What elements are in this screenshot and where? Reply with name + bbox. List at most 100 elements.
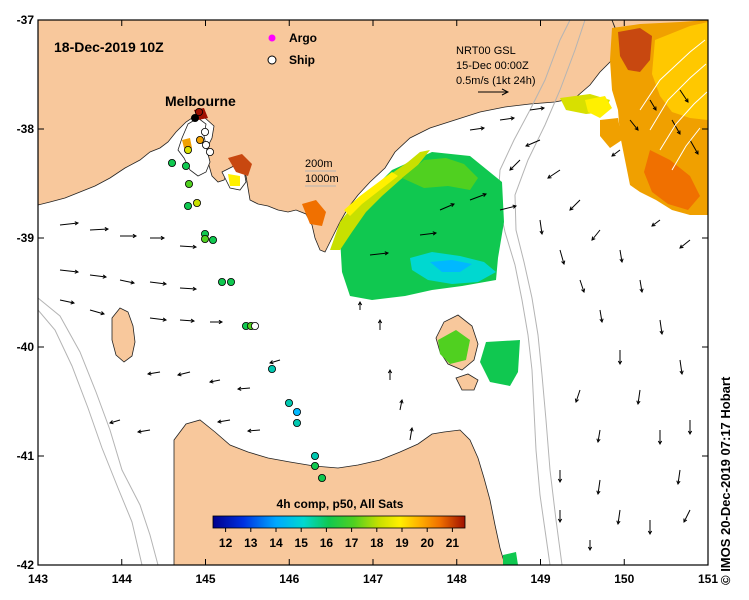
x-tick-label: 148	[447, 572, 467, 586]
argo-legend-label: Argo	[289, 31, 317, 45]
y-tick-label: -39	[17, 231, 35, 245]
x-tick-label: 146	[279, 572, 299, 586]
observation-point	[194, 108, 203, 117]
current-vector-head	[387, 368, 393, 374]
current-vector	[89, 274, 107, 278]
current-vector-head	[246, 428, 252, 433]
observation-point	[195, 135, 204, 144]
colorbar-tick-label: 14	[269, 536, 283, 550]
observation-point	[310, 451, 319, 460]
observation-point	[184, 179, 193, 188]
observation-point	[167, 158, 176, 167]
y-tick-label: -42	[17, 558, 35, 572]
observation-point	[200, 127, 209, 136]
observation-point	[181, 161, 190, 170]
current-vector	[59, 222, 79, 226]
current-vector	[559, 249, 565, 265]
depth-label-1000m: 1000m	[305, 173, 339, 185]
axis-tick-labels: 143 144 145 146 147 148 149 150 151 -37 -38 -39 -40 -…	[17, 13, 719, 586]
isobath-contours	[38, 20, 586, 565]
current-vector-head	[510, 116, 516, 121]
current-vector-head	[130, 280, 136, 285]
current-vector-head	[269, 360, 274, 365]
current-vector-head	[100, 311, 106, 316]
current-vector-head	[146, 371, 152, 376]
current-vector	[247, 429, 261, 432]
current-vector-head	[639, 288, 644, 294]
current-vector	[409, 427, 413, 441]
current-vector-head	[679, 370, 684, 376]
current-vector-head	[218, 319, 224, 325]
current-vector	[679, 359, 683, 375]
observation-point	[190, 114, 199, 123]
y-tick-label: -38	[17, 122, 35, 136]
depth-label-200m: 200m	[305, 158, 333, 170]
ship-legend-marker	[267, 55, 277, 65]
current-vector-head	[557, 478, 563, 484]
current-vector	[651, 219, 661, 227]
current-vector	[617, 509, 621, 525]
current-vector-head	[587, 546, 593, 552]
current-vector-head	[652, 106, 657, 111]
current-vector	[109, 419, 121, 424]
current-streamlines	[639, 39, 708, 171]
current-vector-head	[190, 318, 196, 323]
observation-point	[226, 277, 235, 286]
current-vector	[575, 389, 581, 403]
observation-point	[250, 321, 259, 330]
current-vector	[439, 203, 455, 211]
current-vector-head	[599, 318, 604, 324]
current-vector	[525, 139, 541, 147]
current-vector-head	[651, 222, 656, 227]
current-vector	[639, 279, 643, 293]
observation-point	[292, 418, 301, 427]
x-tick-label: 147	[363, 572, 383, 586]
colorbar-tick-label: 19	[395, 536, 409, 550]
current-vector-head	[160, 235, 166, 241]
current-vector	[679, 239, 691, 249]
current-info: NRT00 GSL 15-Dec 00:00Z 0.5m/s (1kt 24h)	[456, 45, 535, 96]
current-vector-head	[616, 520, 621, 526]
current-time-label: 15-Dec 00:00Z	[456, 60, 529, 72]
current-vector	[597, 479, 601, 495]
colorbar-gradient	[212, 515, 466, 529]
current-vector-head	[102, 274, 108, 279]
observation-point	[183, 145, 192, 154]
current-vector	[179, 319, 195, 322]
observation-point	[183, 201, 192, 210]
colorbar-tick-label: 17	[345, 536, 359, 550]
current-vector-head	[357, 300, 363, 306]
observation-point	[205, 147, 214, 156]
current-vector	[89, 228, 109, 231]
current-vector	[629, 119, 639, 131]
current-vector-head	[432, 231, 438, 236]
current-vector	[619, 249, 623, 263]
current-vector	[611, 149, 621, 157]
colorbar-tick-label: 16	[320, 536, 334, 550]
current-vector-head	[384, 251, 390, 256]
current-vector	[469, 193, 487, 201]
land-tasmania	[173, 419, 506, 565]
current-vector	[509, 159, 521, 171]
current-vector-head	[162, 281, 168, 286]
current-vector-head	[557, 518, 563, 524]
current-vector-head	[192, 244, 198, 249]
ship-legend-label: Ship	[289, 53, 315, 67]
current-vector	[539, 219, 543, 235]
current-vector-head	[591, 236, 596, 241]
current-vector-head	[512, 204, 518, 209]
cape-barren-island	[455, 373, 479, 391]
observation-point	[208, 235, 217, 244]
observation-point	[267, 364, 276, 373]
x-tick-label: 144	[112, 572, 132, 586]
current-vector-head	[74, 269, 80, 274]
observation-point	[192, 198, 201, 207]
current-vector-head	[162, 317, 168, 322]
current-vector	[469, 127, 485, 131]
colorbar-tick-label: 13	[244, 536, 258, 550]
current-vector-head	[634, 126, 639, 131]
current-vector-head	[132, 233, 138, 239]
current-vector	[147, 371, 161, 375]
sst-swath-shelf	[330, 150, 520, 565]
current-vector-head	[176, 372, 182, 377]
